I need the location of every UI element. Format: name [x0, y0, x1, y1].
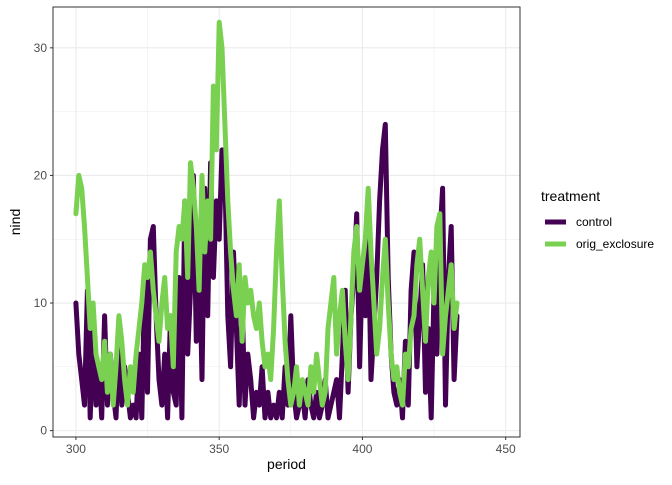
series-lines — [73, 19, 460, 421]
legend: treatment control orig_exclosure — [541, 188, 654, 251]
x-tick-label: 400 — [352, 442, 372, 456]
y-tick-label: 20 — [34, 168, 48, 182]
legend-items: control orig_exclosure — [545, 215, 654, 251]
legend-label: control — [576, 215, 612, 229]
x-axis-title: period — [267, 456, 306, 472]
series-line-control — [73, 121, 460, 421]
y-tick-label: 10 — [34, 296, 48, 310]
x-tick-label: 300 — [66, 442, 86, 456]
plot-panel-border — [52, 6, 521, 438]
series-line-orig-exclosure — [73, 19, 460, 408]
x-tick-label: 450 — [496, 442, 516, 456]
y-axis: 0 10 20 30 — [34, 41, 53, 438]
y-axis-title: nind — [7, 209, 23, 235]
legend-label: orig_exclosure — [576, 237, 654, 251]
y-tick-label: 0 — [40, 424, 47, 438]
y-tick-label: 30 — [34, 41, 48, 55]
x-tick-label: 350 — [209, 442, 229, 456]
legend-title: treatment — [541, 188, 600, 204]
x-axis: 300 350 400 450 — [66, 437, 516, 456]
